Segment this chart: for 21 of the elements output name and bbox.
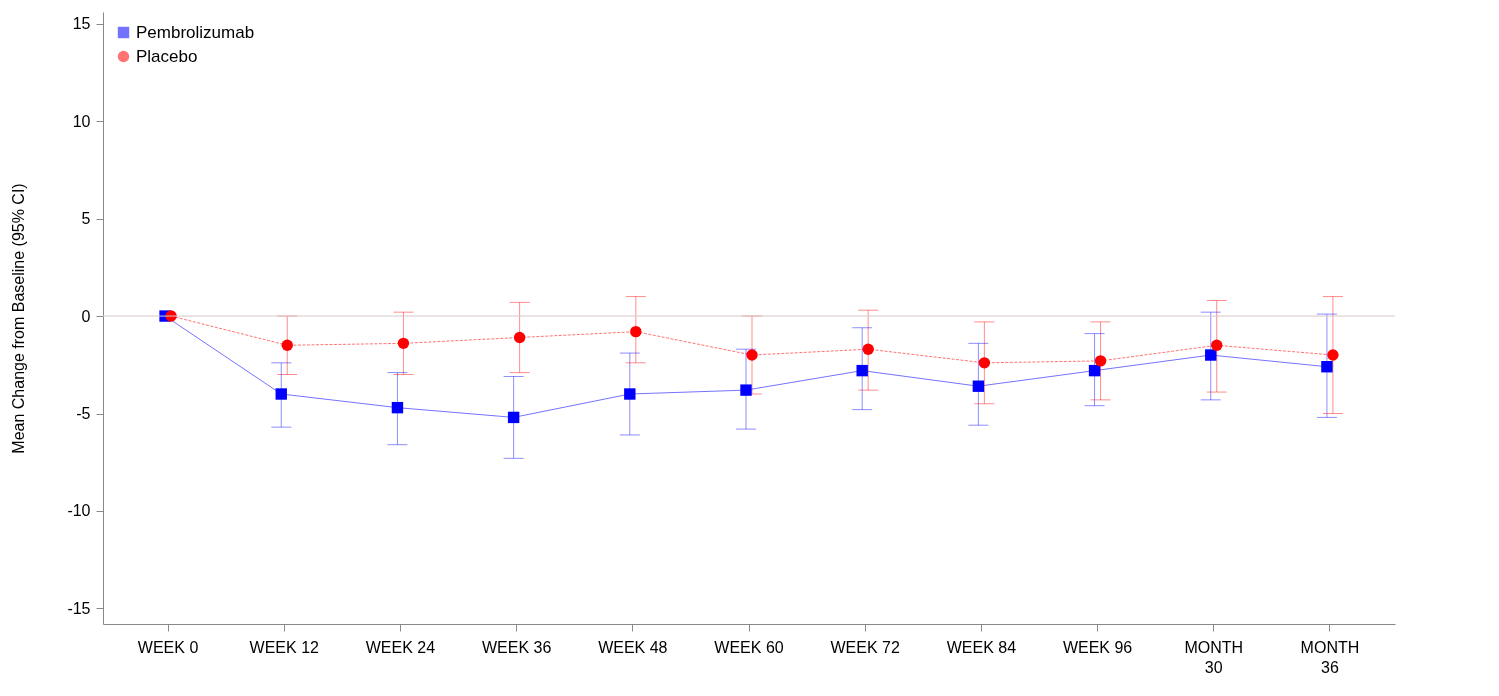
x-tick-label: WEEK 96 xyxy=(1062,638,1133,656)
y-tick-label: 10 xyxy=(72,112,91,130)
y-tick-label: -5 xyxy=(76,405,91,422)
y-tick-label: 15 xyxy=(72,15,91,33)
x-tick-label: WEEK 48 xyxy=(598,638,668,656)
x-tick-label: WEEK 60 xyxy=(714,638,784,656)
x-tick-label: WEEK 0 xyxy=(137,638,199,656)
x-tick-label: WEEK 36 xyxy=(481,638,552,656)
x-tick-label: MONTH 30 xyxy=(1184,638,1244,676)
x-tick-label: MONTH 36 xyxy=(1300,638,1360,676)
y-tick-label: -10 xyxy=(67,502,91,520)
x-tick-label: WEEK 12 xyxy=(249,638,320,656)
y-tick-label: 5 xyxy=(81,210,91,228)
legend-label: Placebo xyxy=(136,46,198,66)
y-tick-label: -15 xyxy=(67,599,91,617)
x-tick-label: WEEK 72 xyxy=(830,638,900,656)
y-tick-label: 0 xyxy=(81,307,91,325)
x-tick-label: WEEK 24 xyxy=(365,638,436,656)
y-axis-title: Mean Change from Baseline (95% CI) xyxy=(10,183,28,454)
legend-label: Pembrolizumab xyxy=(136,22,255,42)
x-tick-label: WEEK 84 xyxy=(946,638,1017,656)
